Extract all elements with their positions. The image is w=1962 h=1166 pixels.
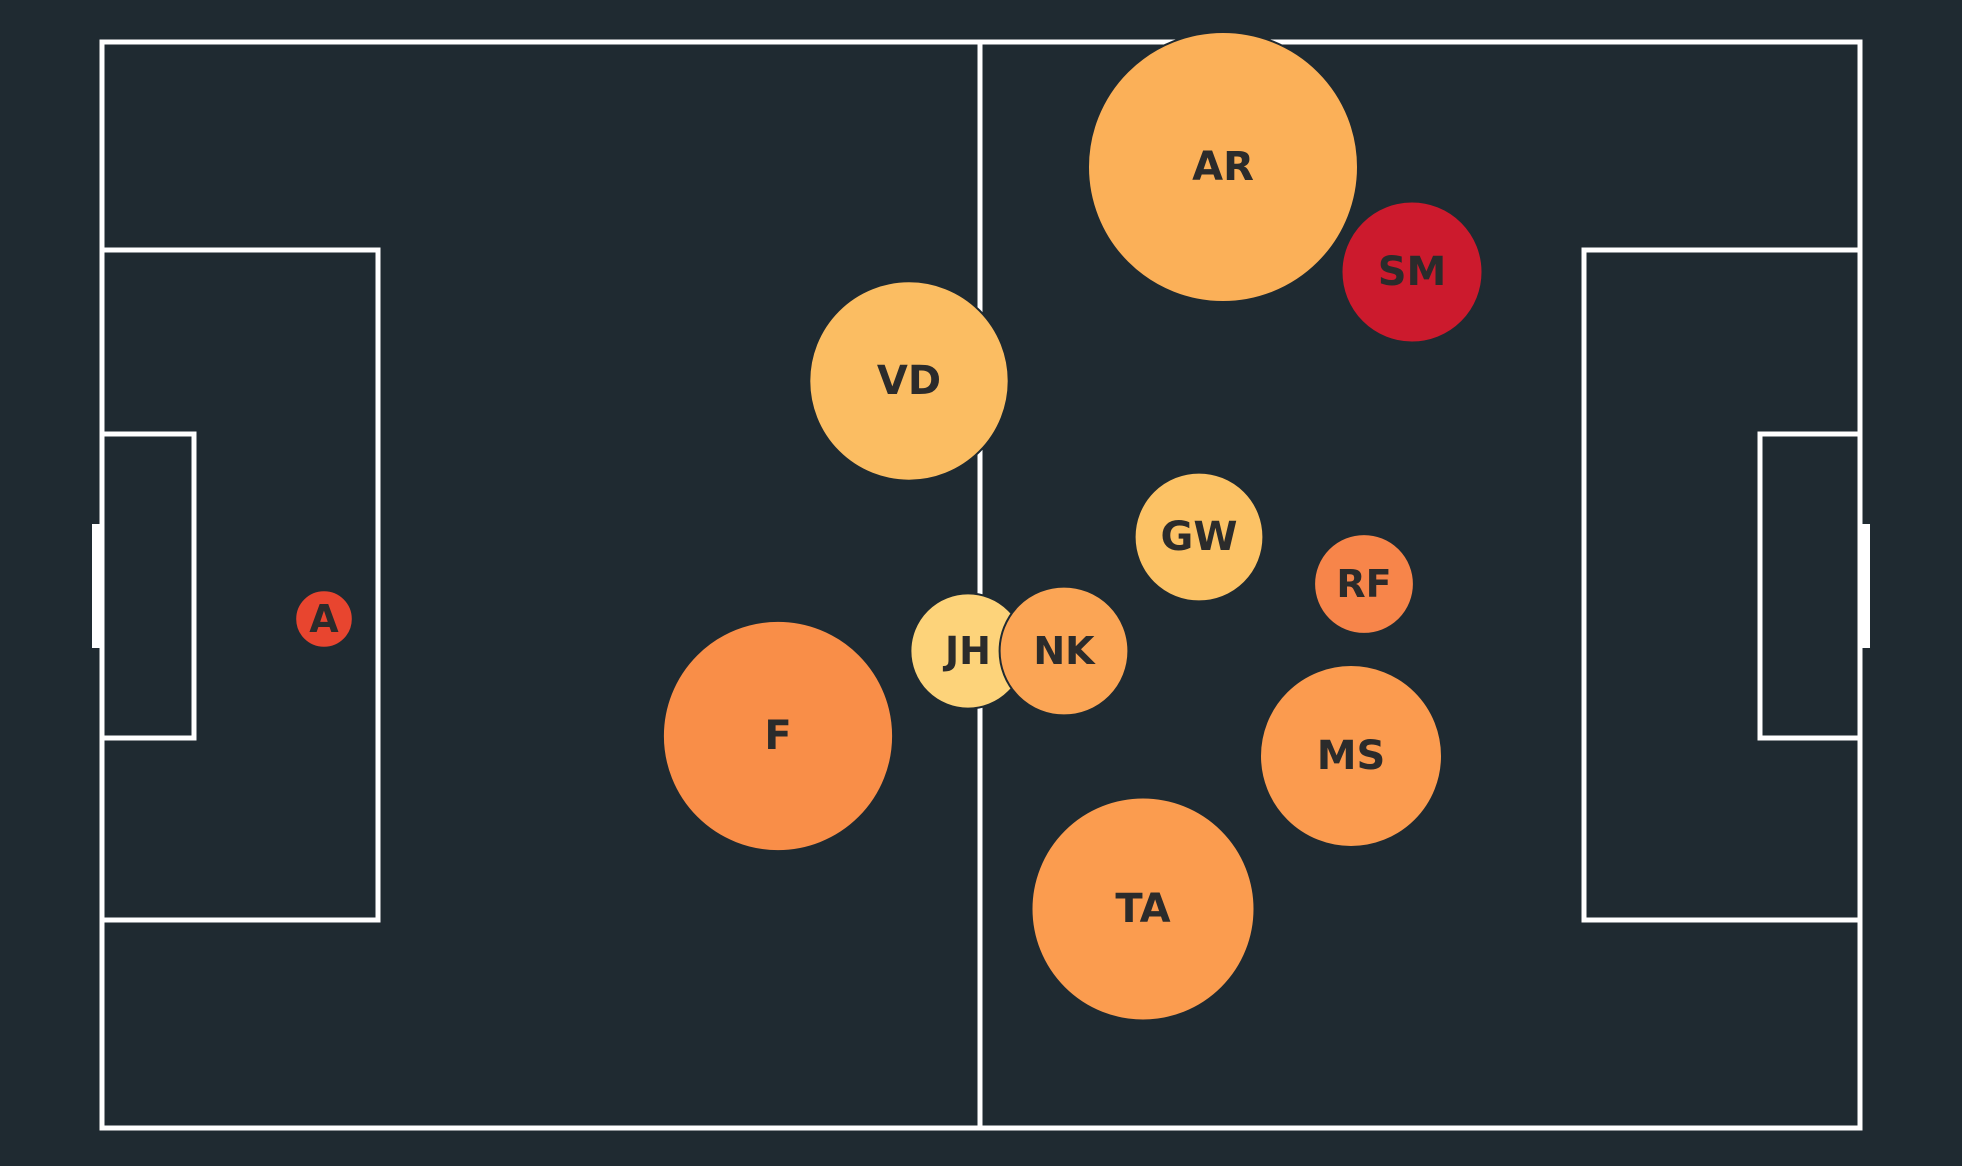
left-goal-area (99, 431, 197, 741)
player-node-gw: GW (1133, 471, 1265, 603)
player-label-nk: NK (1033, 629, 1096, 673)
player-node-nk: NK (998, 585, 1130, 717)
player-label-ms: MS (1317, 733, 1386, 779)
player-bubble-gw (1133, 471, 1265, 603)
player-label-ta: TA (1115, 886, 1170, 932)
player-bubble-ms (1259, 664, 1443, 848)
player-label-jh: JH (942, 629, 991, 673)
player-node-a: A (294, 589, 354, 649)
left-goal (92, 524, 102, 648)
right-goal-area (1757, 431, 1863, 741)
player-label-gw: GW (1161, 514, 1238, 560)
player-nodes: A F VD JH NK AR SM GW RF MS TA (294, 31, 1484, 1022)
player-node-rf: RF (1313, 533, 1415, 635)
player-label-sm: SM (1378, 249, 1447, 295)
player-node-sm: SM (1340, 200, 1484, 344)
player-bubble-ta (1030, 796, 1256, 1022)
pitch-markings (99, 39, 1863, 1131)
player-bubble-a (294, 589, 354, 649)
player-label-vd: VD (877, 358, 941, 404)
player-label-f: F (764, 713, 791, 759)
player-bubble-sm (1340, 200, 1484, 344)
player-label-a: A (309, 597, 339, 641)
player-bubble-ar (1087, 31, 1359, 303)
player-bubble-f (661, 619, 895, 853)
player-label-rf: RF (1336, 562, 1391, 606)
player-node-ar: AR (1087, 31, 1359, 303)
player-node-ms: MS (1259, 664, 1443, 848)
player-node-f: F (661, 619, 895, 853)
player-node-ta: TA (1030, 796, 1256, 1022)
player-node-vd: VD (808, 280, 1010, 482)
right-penalty-area (1581, 247, 1863, 923)
player-bubble-vd (808, 280, 1010, 482)
player-bubble-nk (998, 585, 1130, 717)
left-penalty-area (99, 247, 381, 923)
player-bubble-rf (1313, 533, 1415, 635)
player-label-ar: AR (1192, 144, 1254, 190)
right-goal (1860, 524, 1870, 648)
